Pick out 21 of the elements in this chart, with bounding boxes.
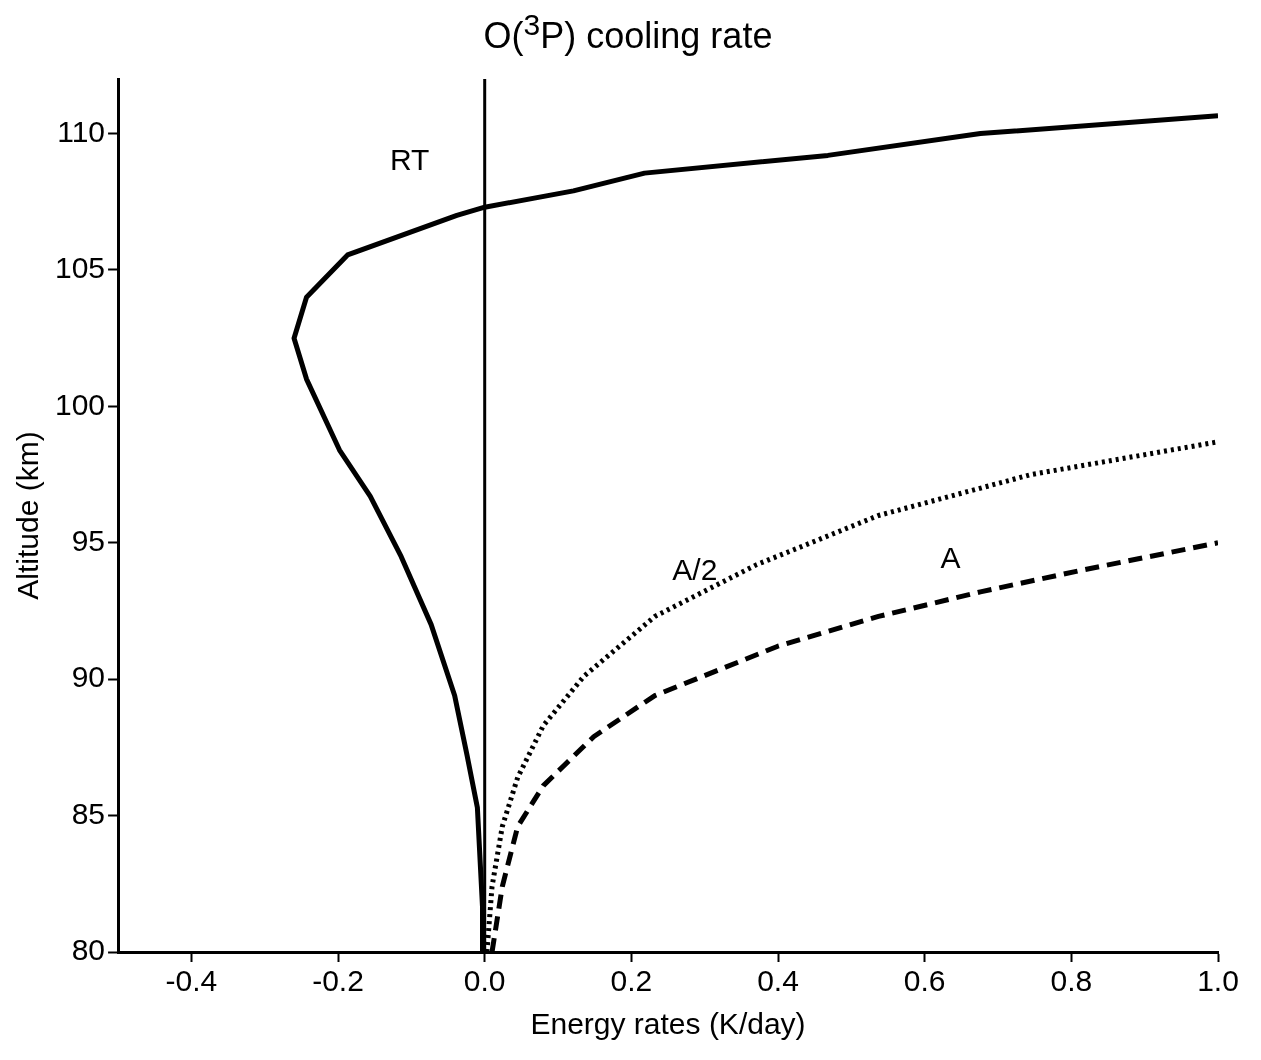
x-tick-label: 0.8 (1050, 964, 1093, 998)
x-tick-label: 0.2 (610, 964, 653, 998)
x-tick-label: 0.4 (757, 964, 799, 998)
x-axis-title: Energy rates (K/day) (530, 1007, 806, 1041)
y-tick-label: 90 (71, 660, 106, 694)
x-tick-label: 0.6 (903, 964, 946, 998)
chart-title: O($^{3}$P) cooling rate (482, 8, 774, 58)
series-label: A/2 (672, 552, 718, 586)
y-axis-title: Altitude (km) (11, 431, 45, 600)
y-tick-label: 95 (71, 524, 106, 558)
y-tick-label: 110 (57, 114, 106, 148)
x-tick-label: 1.0 (1197, 964, 1239, 998)
y-tick-label: 105 (54, 251, 106, 285)
series-label: A (940, 541, 961, 575)
y-tick-label: 80 (71, 933, 106, 967)
y-tick-label: 85 (71, 796, 106, 830)
x-tick-label: -0.4 (165, 964, 218, 998)
x-tick-label: 0.0 (463, 964, 506, 998)
x-tick-label: -0.2 (312, 964, 364, 998)
series-label: RT (389, 143, 430, 177)
y-tick-label: 100 (54, 387, 106, 421)
